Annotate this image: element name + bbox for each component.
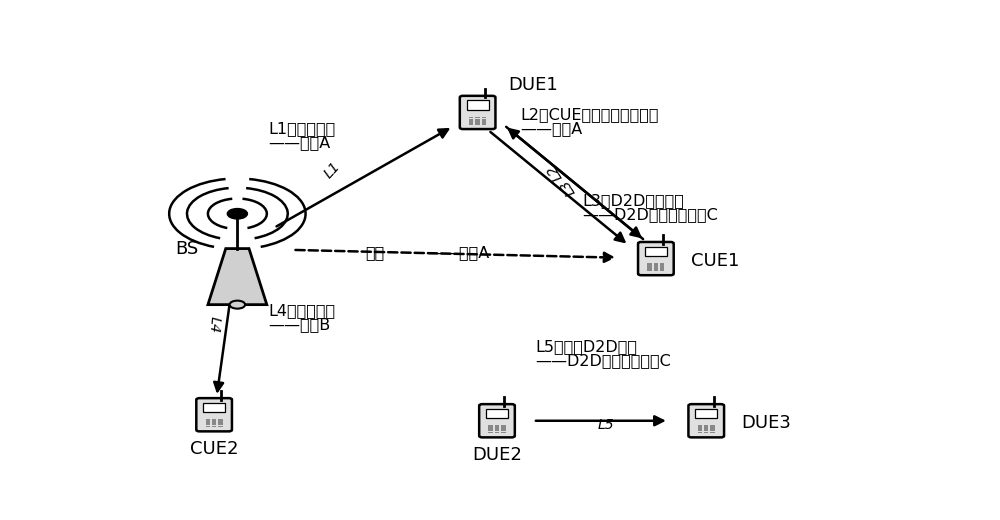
FancyBboxPatch shape xyxy=(460,96,495,129)
Text: ——信道B: ——信道B xyxy=(268,317,331,332)
Text: L4：蜂窝链路: L4：蜂窝链路 xyxy=(268,303,336,318)
Bar xyxy=(212,423,216,425)
Bar xyxy=(212,419,216,421)
Bar xyxy=(704,425,708,427)
Circle shape xyxy=(227,209,247,219)
Bar xyxy=(501,430,506,431)
Text: L5：普通D2D链路: L5：普通D2D链路 xyxy=(536,339,638,354)
FancyBboxPatch shape xyxy=(638,242,674,275)
Bar xyxy=(488,427,493,429)
Circle shape xyxy=(230,301,245,309)
FancyBboxPatch shape xyxy=(196,398,232,432)
Bar xyxy=(695,409,717,419)
Bar xyxy=(710,425,715,427)
Bar xyxy=(203,402,225,412)
Text: L4: L4 xyxy=(207,316,222,333)
Bar xyxy=(469,121,473,123)
Bar xyxy=(660,267,664,269)
Bar xyxy=(488,425,493,427)
Bar xyxy=(212,425,216,427)
Bar xyxy=(495,425,499,427)
Bar xyxy=(469,119,473,121)
Bar xyxy=(206,423,210,425)
Bar xyxy=(482,117,486,119)
Text: ——信道A: ——信道A xyxy=(268,135,331,150)
Bar xyxy=(475,119,480,121)
Text: 闭塞: 闭塞 xyxy=(365,245,384,260)
Bar xyxy=(654,269,658,271)
Text: L1：蜂窝链路: L1：蜂窝链路 xyxy=(268,121,336,136)
Text: CUE1: CUE1 xyxy=(691,252,739,269)
Bar xyxy=(698,425,702,427)
Bar xyxy=(647,263,652,265)
Text: DUE2: DUE2 xyxy=(472,446,522,464)
Bar xyxy=(710,432,715,433)
Bar xyxy=(501,427,506,429)
Text: L1: L1 xyxy=(322,160,343,181)
Polygon shape xyxy=(208,249,267,305)
Text: L3: L3 xyxy=(558,177,579,198)
Bar xyxy=(501,425,506,427)
Bar xyxy=(469,123,473,125)
Bar xyxy=(698,432,702,433)
Bar xyxy=(704,427,708,429)
Bar xyxy=(654,265,658,267)
Bar xyxy=(654,267,658,269)
FancyBboxPatch shape xyxy=(688,404,724,437)
Bar xyxy=(654,263,658,265)
Bar xyxy=(206,419,210,421)
Bar xyxy=(206,425,210,427)
Bar xyxy=(206,421,210,423)
Bar xyxy=(218,423,223,425)
Text: L3：D2D转发链路: L3：D2D转发链路 xyxy=(582,193,684,208)
Text: ——D2D通信专用信道C: ——D2D通信专用信道C xyxy=(536,353,672,368)
Bar xyxy=(467,100,489,110)
Bar xyxy=(647,265,652,267)
Bar xyxy=(482,119,486,121)
Bar xyxy=(698,427,702,429)
Text: DUE3: DUE3 xyxy=(741,414,791,432)
Bar xyxy=(704,432,708,433)
Bar xyxy=(218,421,223,423)
Bar xyxy=(469,117,473,119)
Bar xyxy=(482,121,486,123)
Bar xyxy=(475,117,480,119)
Text: L5: L5 xyxy=(597,418,614,432)
Bar xyxy=(660,263,664,265)
Bar xyxy=(475,123,480,125)
Text: BS: BS xyxy=(175,240,199,257)
Bar xyxy=(495,430,499,431)
Bar xyxy=(698,430,702,431)
Bar xyxy=(704,430,708,431)
Text: DUE1: DUE1 xyxy=(509,76,558,94)
Bar xyxy=(495,427,499,429)
Bar xyxy=(218,419,223,421)
Text: L2: L2 xyxy=(544,162,565,183)
Text: ——信道A: ——信道A xyxy=(520,121,582,136)
Bar xyxy=(482,123,486,125)
Bar xyxy=(488,430,493,431)
Bar xyxy=(488,432,493,433)
Bar xyxy=(218,425,223,427)
Text: ——D2D通信专用信道C: ——D2D通信专用信道C xyxy=(582,207,718,222)
Bar xyxy=(660,269,664,271)
Text: L2：CUE发送已知信号链路: L2：CUE发送已知信号链路 xyxy=(520,107,659,122)
Bar xyxy=(710,427,715,429)
Bar xyxy=(501,432,506,433)
Bar xyxy=(486,409,508,419)
Text: CUE2: CUE2 xyxy=(190,440,238,458)
Bar xyxy=(647,269,652,271)
Bar xyxy=(645,246,667,256)
Bar xyxy=(495,432,499,433)
Bar xyxy=(660,265,664,267)
Text: ——信道A: ——信道A xyxy=(427,245,490,260)
Bar xyxy=(212,421,216,423)
Bar xyxy=(475,121,480,123)
Bar xyxy=(647,267,652,269)
Bar xyxy=(710,430,715,431)
FancyBboxPatch shape xyxy=(479,404,515,437)
